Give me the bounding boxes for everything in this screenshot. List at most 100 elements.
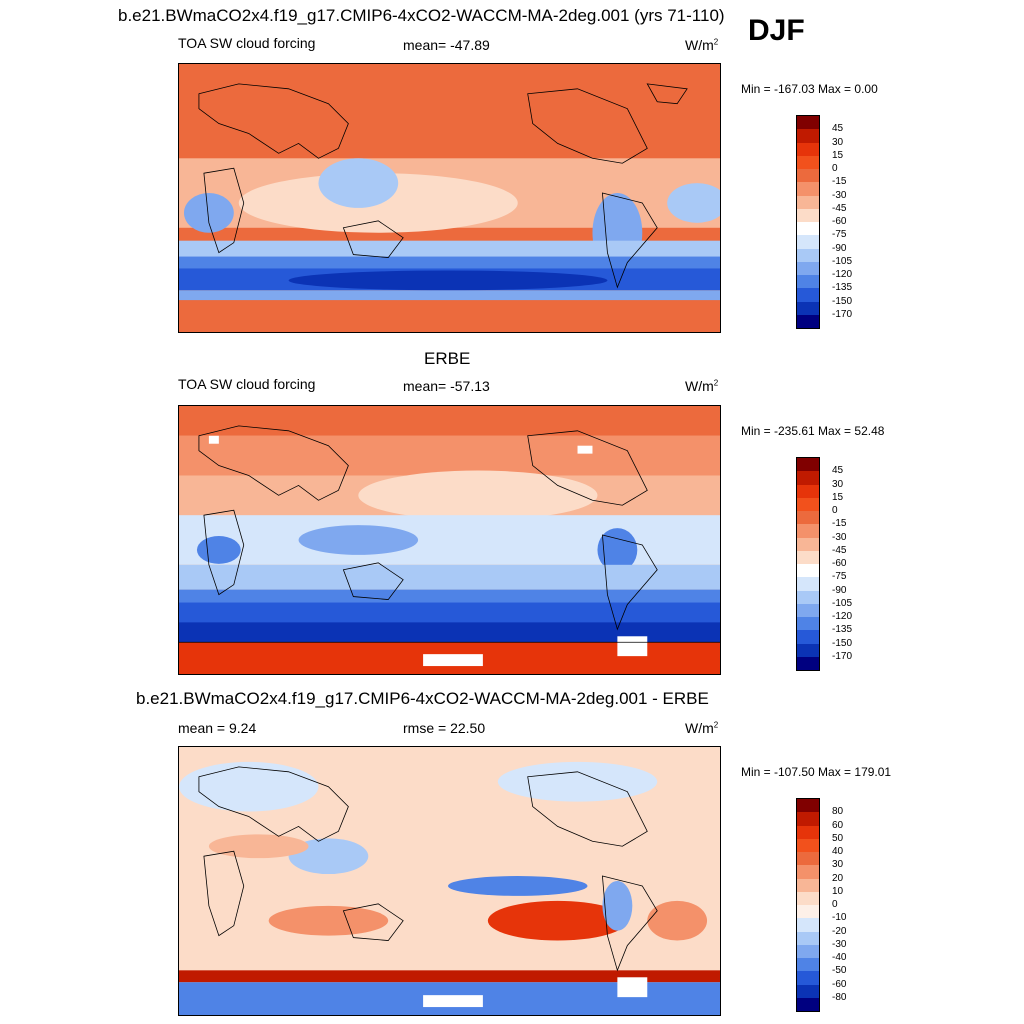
panel1-colorbar-tick: 15 <box>832 149 844 161</box>
panel2-colorbar-swatch <box>797 617 819 631</box>
panel1-colorbar-tick: -170 <box>832 308 853 320</box>
panel1-colorbar-tick: -90 <box>832 242 847 254</box>
panel2-title: ERBE <box>424 349 471 368</box>
panel3-colorbar-swatch <box>797 931 819 945</box>
panel3-colorbar-tick: -20 <box>832 925 847 937</box>
panel1-colorbar-swatch <box>797 116 819 130</box>
panel1-left-label: TOA SW cloud forcing <box>178 35 316 51</box>
panel1-colorbar-swatch <box>797 142 819 156</box>
panel3-colorbar <box>796 798 820 1012</box>
panel1-colorbar-swatch <box>797 182 819 196</box>
panel1-colorbar-tick: -60 <box>832 216 847 227</box>
panel1-colorbar <box>796 115 820 329</box>
panel2-colorbar-swatch <box>797 471 819 485</box>
panel3-colorbar-tick: 20 <box>832 872 844 884</box>
panel3-colorbar-tick: -60 <box>832 978 847 990</box>
panel2-colorbar-tick: -15 <box>832 518 847 530</box>
panel2-colorbar-swatch <box>797 656 819 670</box>
panel2-units: W/m2 <box>685 378 719 394</box>
panel3-title: b.e21.BWmaCO2x4.f19_g17.CMIP6-4xCO2-WACC… <box>136 689 709 708</box>
panel2-colorbar-tick: -135 <box>832 624 853 636</box>
panel2-colorbar-swatch <box>797 550 819 564</box>
panel2-colorbar-tick: -105 <box>832 597 853 609</box>
panel3-colorbar-swatch <box>797 812 819 826</box>
panel2-mean: mean= -57.13 <box>403 378 490 394</box>
panel2-colorbar-tick: -90 <box>832 584 847 596</box>
panel3-colorbar-tick: -80 <box>832 991 847 1003</box>
panel3-colorbar-swatch <box>797 852 819 866</box>
panel2-colorbar-tick: -30 <box>832 531 847 543</box>
panel3-colorbar-swatch <box>797 984 819 998</box>
panel3-colorbar-swatch <box>797 905 819 919</box>
panel2-colorbar-tick: -170 <box>832 650 853 662</box>
panel3-colorbar-swatch <box>797 944 819 958</box>
panel2-colorbar-tick: -75 <box>832 571 847 583</box>
panel2-colorbar-swatch <box>797 564 819 578</box>
panel3-mean: mean = 9.24 <box>178 720 257 736</box>
panel3-colorbar-tick: 0 <box>832 899 838 910</box>
panel1-minmax: Min = -167.03 Max = 0.00 <box>741 82 878 96</box>
panel3-colorbar-swatch <box>797 865 819 879</box>
panel2-colorbar-swatch <box>797 643 819 657</box>
panel1-colorbar-swatch <box>797 129 819 143</box>
panel1-colorbar-swatch <box>797 155 819 169</box>
panel1-colorbar-swatch <box>797 248 819 262</box>
panel3-map <box>178 746 721 1016</box>
panel1-colorbar-tick: -15 <box>832 176 847 188</box>
panel1-colorbar-tick: 45 <box>832 123 844 135</box>
panel2-colorbar-tick: 15 <box>832 491 844 503</box>
panel2-colorbar <box>796 457 820 671</box>
panel1-colorbar-swatch <box>797 169 819 183</box>
panel2-colorbar-swatch <box>797 603 819 617</box>
panel3-colorbar-swatch <box>797 971 819 985</box>
panel3-colorbar-swatch <box>797 838 819 852</box>
panel3-units: W/m2 <box>685 720 719 736</box>
panel2-left-label: TOA SW cloud forcing <box>178 376 316 392</box>
panel2-colorbar-swatch <box>797 511 819 525</box>
panel1-colorbar-tick: -30 <box>832 189 847 201</box>
panel3-colorbar-tick: -50 <box>832 965 847 977</box>
panel1-colorbar-swatch <box>797 288 819 302</box>
panel3-minmax: Min = -107.50 Max = 179.01 <box>741 765 892 779</box>
panel1-mean: mean= -47.89 <box>403 37 490 53</box>
panel2-colorbar-tick: -120 <box>832 611 853 622</box>
season-label: DJF <box>748 14 805 47</box>
panel3-colorbar-tick: -40 <box>832 952 847 963</box>
panel3-colorbar-tick: -30 <box>832 938 847 950</box>
panel3-rmse: rmse = 22.50 <box>403 720 486 736</box>
panel1-colorbar-tick: -75 <box>832 229 847 241</box>
panel3-colorbar-tick: 30 <box>832 859 844 871</box>
panel2-minmax: Min = -235.61 Max = 52.48 <box>741 424 885 438</box>
panel1-map <box>178 63 721 333</box>
panel1-colorbar-tick: -150 <box>832 295 853 307</box>
panel3-colorbar-swatch <box>797 997 819 1011</box>
panel2-colorbar-swatch <box>797 577 819 591</box>
panel1-colorbar-swatch <box>797 275 819 289</box>
panel1-colorbar-swatch <box>797 195 819 209</box>
panel2-colorbar-swatch <box>797 630 819 644</box>
panel2-colorbar-tick: 30 <box>832 478 844 490</box>
panel2-colorbar-swatch <box>797 524 819 538</box>
panel1-colorbar-swatch <box>797 261 819 275</box>
panel2-map <box>178 405 721 675</box>
panel2-colorbar-swatch <box>797 537 819 551</box>
panel1-colorbar-swatch <box>797 314 819 328</box>
panel3-colorbar-swatch <box>797 918 819 932</box>
panel2-colorbar-tick: -150 <box>832 637 853 649</box>
panel3-colorbar-swatch <box>797 878 819 892</box>
panel3-colorbar-tick: 40 <box>832 846 844 857</box>
panel3-colorbar-tick: 10 <box>832 885 844 897</box>
panel1-colorbar-tick: -45 <box>832 202 847 214</box>
panel3-colorbar-tick: 80 <box>832 806 844 818</box>
panel1-colorbar-tick: -135 <box>832 282 853 294</box>
panel2-colorbar-tick: 45 <box>832 465 844 477</box>
panel1-colorbar-swatch <box>797 208 819 222</box>
panel1-colorbar-swatch <box>797 235 819 249</box>
panel1-colorbar-tick: 30 <box>832 136 844 148</box>
panel1-units: W/m2 <box>685 37 719 53</box>
panel2-colorbar-tick: 0 <box>832 505 838 516</box>
panel2-colorbar-swatch <box>797 458 819 472</box>
panel2-colorbar-swatch <box>797 590 819 604</box>
panel3-colorbar-swatch <box>797 825 819 839</box>
panel2-colorbar-swatch <box>797 497 819 511</box>
